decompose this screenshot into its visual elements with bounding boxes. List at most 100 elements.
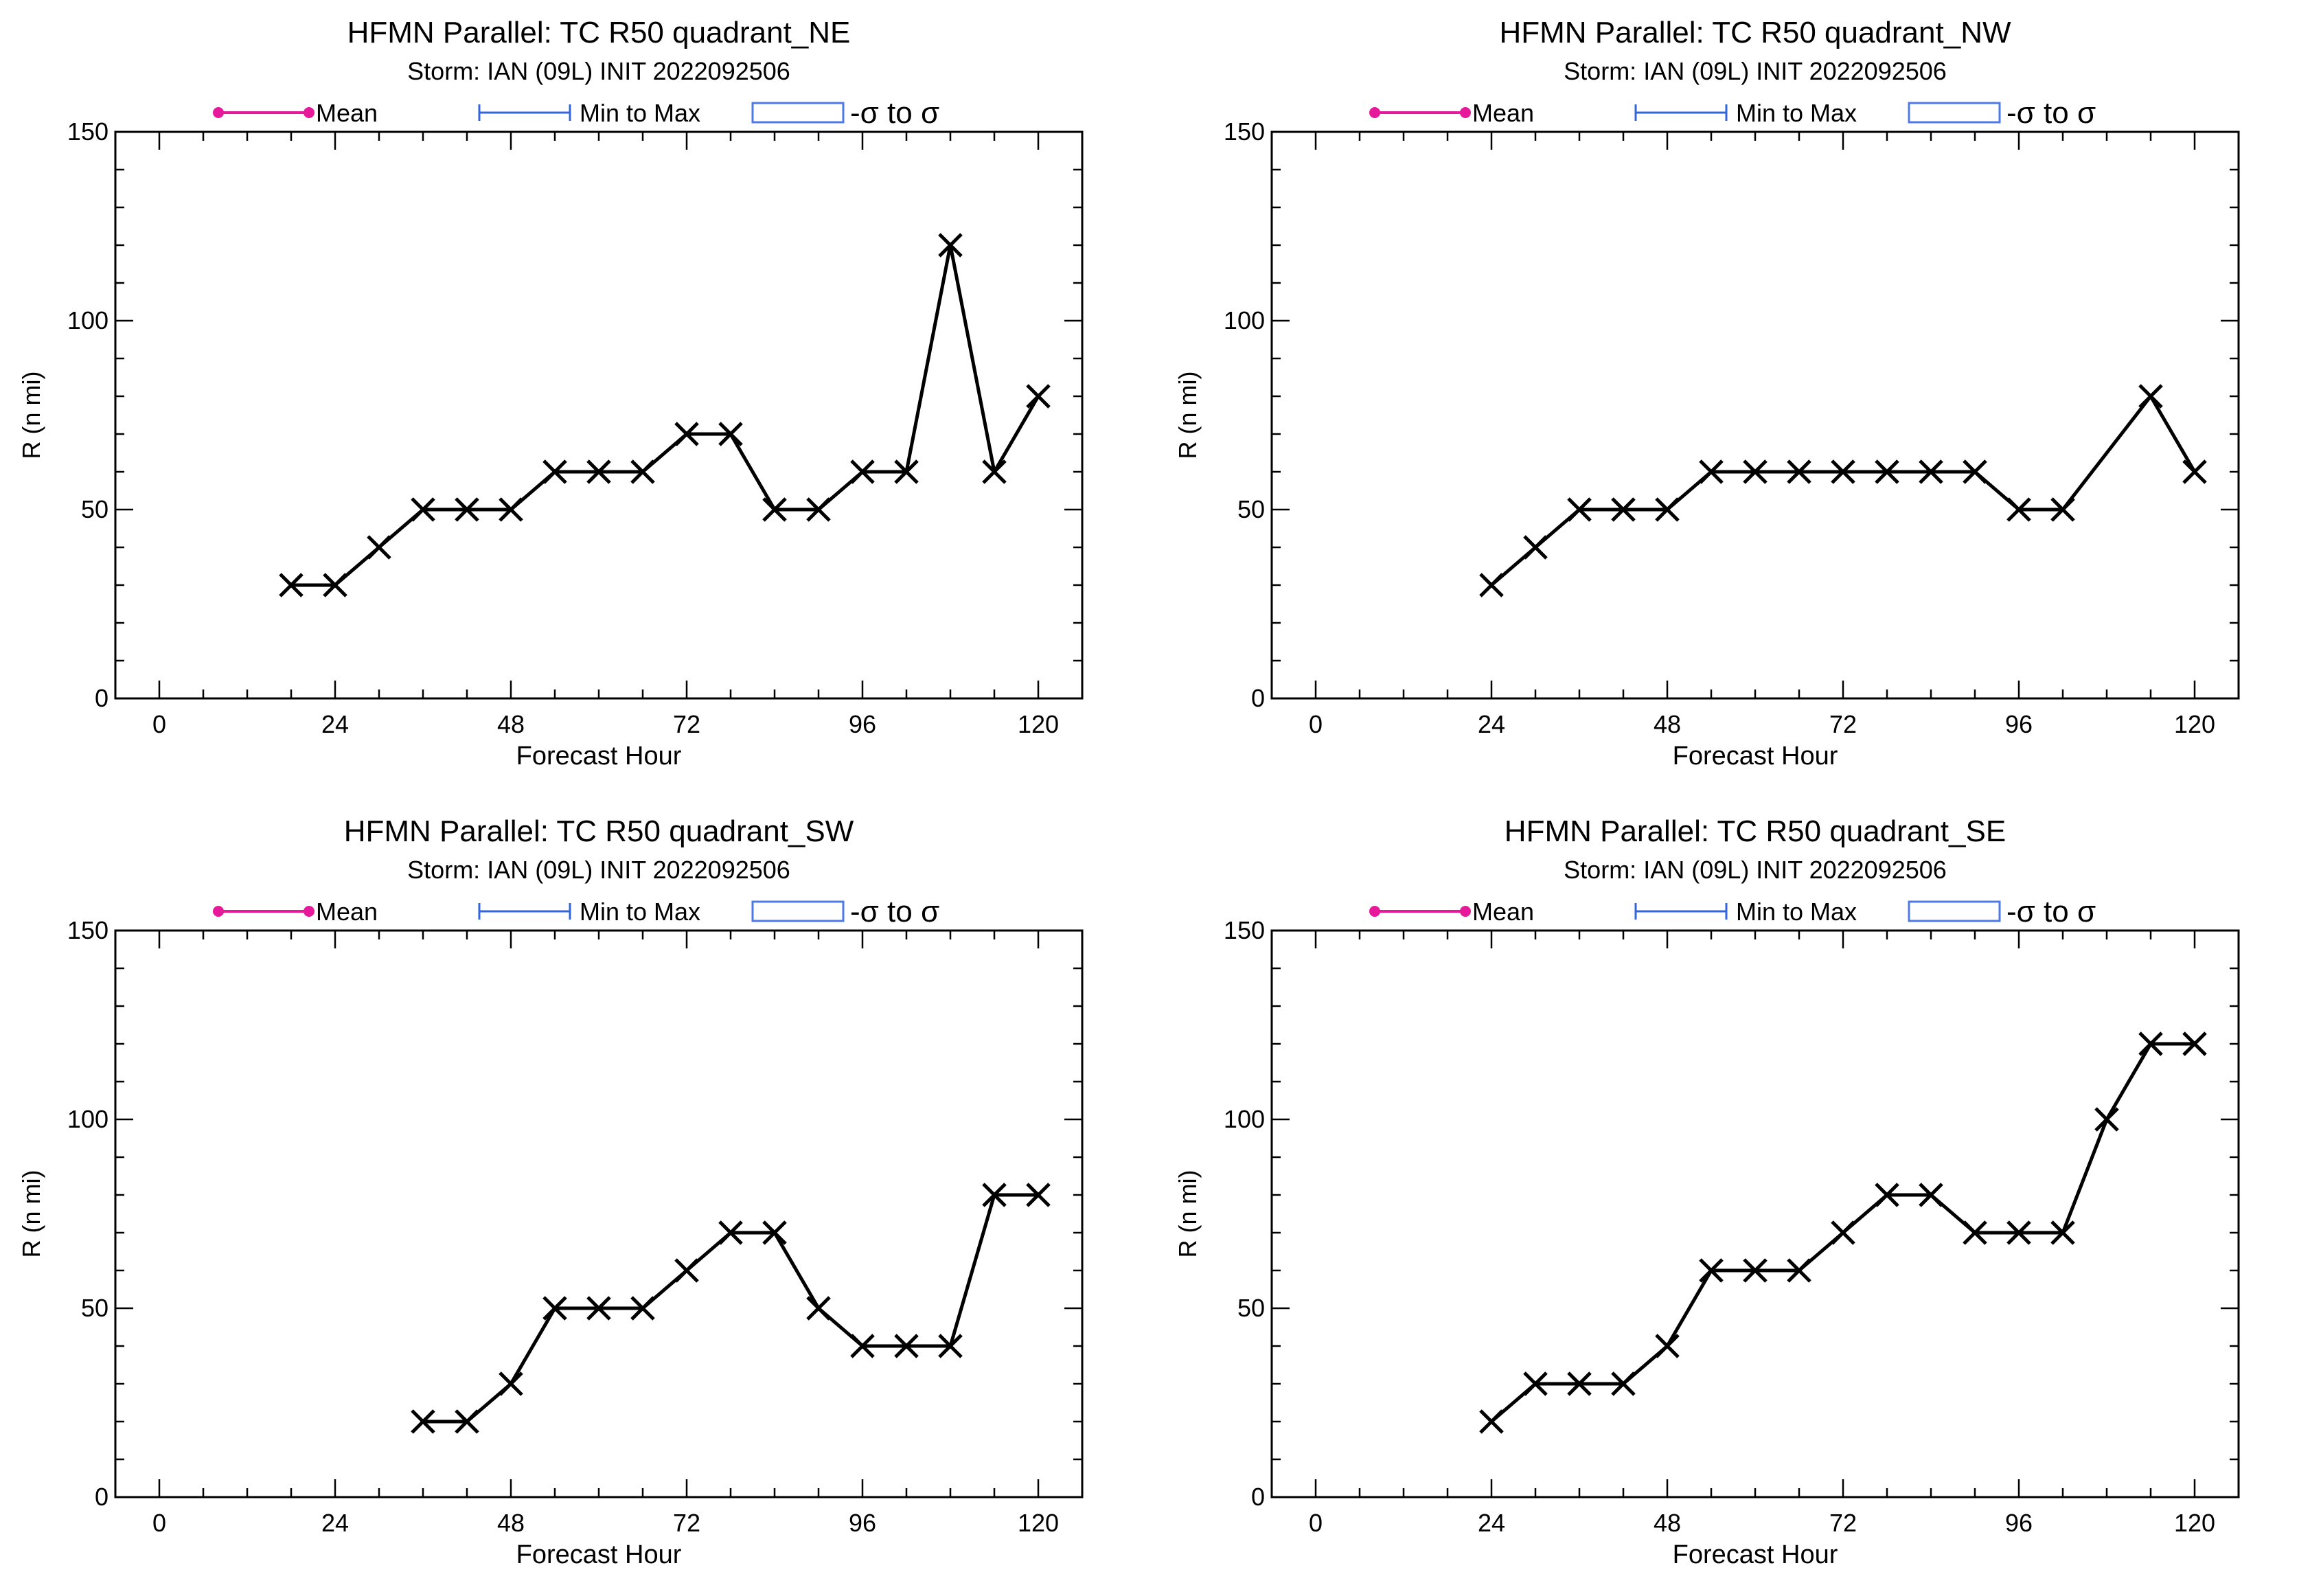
data-point-marker <box>1743 459 1768 484</box>
chart-title: HFMN Parallel: TC R50 quadrant_SW <box>344 814 854 848</box>
legend-label-min-max: Min to Max <box>580 898 700 926</box>
y-tick-label: 50 <box>81 1294 108 1322</box>
legend-label-min-max: Min to Max <box>580 99 700 127</box>
x-tick-label: 0 <box>1309 710 1323 738</box>
data-point-marker <box>718 1220 743 1245</box>
data-point-marker <box>1699 459 1724 484</box>
x-axis-label: Forecast Hour <box>516 742 682 771</box>
plot-frame <box>114 130 1084 700</box>
legend-item-sigma: -σ to σ <box>751 96 939 130</box>
y-tick-label: 50 <box>1237 1294 1265 1322</box>
data-point-marker <box>1831 459 1855 484</box>
data-point-marker <box>1743 1258 1768 1283</box>
data-point-marker <box>323 573 347 597</box>
legend-label-sigma: -σ to σ <box>2006 96 2096 130</box>
legend-item-min-max: Min to Max <box>478 99 700 127</box>
y-tick-label: 150 <box>1224 117 1265 146</box>
legend: Mean Min to Max -σ to σ <box>213 96 939 130</box>
data-point-marker <box>1611 497 1636 522</box>
x-tick-label: 24 <box>321 1509 349 1537</box>
data-point-marker <box>982 1183 1007 1207</box>
legend-item-sigma: -σ to σ <box>751 895 939 928</box>
legend: Mean Min to Max -σ to σ <box>1369 96 2096 130</box>
y-axis-label: R (n mi) <box>17 1170 45 1258</box>
data-point-marker <box>718 422 743 446</box>
data-point-marker <box>499 1371 523 1396</box>
data-point-marker <box>2050 497 2075 522</box>
y-tick-label: 0 <box>95 684 108 712</box>
chart-subtitle: Storm: IAN (09L) INIT 2022092506 <box>407 57 790 85</box>
data-point-marker <box>1479 1409 1504 1434</box>
data-point-marker <box>411 497 435 522</box>
x-tick-label: 120 <box>1018 710 1059 738</box>
x-tick-label: 96 <box>2005 1509 2033 1537</box>
chart-panel-1: HFMN Parallel: TC R50 quadrant_NE Storm: … <box>17 16 1084 771</box>
series-line <box>291 243 1040 587</box>
plot-frame <box>114 929 1084 1498</box>
data-point-marker <box>894 459 919 484</box>
data-point-marker <box>806 1296 831 1321</box>
data-point-marker <box>411 1409 435 1434</box>
data-point-marker <box>1523 535 1548 560</box>
data-point-marker <box>806 497 831 522</box>
x-axis-label: Forecast Hour <box>1673 742 1838 771</box>
legend-label-mean: Mean <box>316 898 378 926</box>
chart-subtitle: Storm: IAN (09L) INIT 2022092506 <box>1564 57 1947 85</box>
data-point-marker <box>1787 1258 1811 1283</box>
chart-panel-3: HFMN Parallel: TC R50 quadrant_SW Storm: … <box>17 814 1084 1569</box>
x-tick-label: 72 <box>1829 710 1857 738</box>
x-tick-label: 120 <box>1018 1509 1059 1537</box>
y-tick-label: 150 <box>1224 916 1265 944</box>
chart-title: HFMN Parallel: TC R50 quadrant_NW <box>1500 16 2011 49</box>
y-axis-label: R (n mi) <box>17 372 45 459</box>
data-point-marker <box>1963 459 1987 484</box>
legend-label-min-max: Min to Max <box>1736 898 1857 926</box>
x-tick-label: 96 <box>849 710 876 738</box>
y-tick-label: 100 <box>1224 306 1265 334</box>
x-tick-label: 48 <box>497 710 525 738</box>
data-point-marker <box>630 1296 655 1321</box>
y-tick-label: 0 <box>1251 684 1265 712</box>
y-tick-label: 100 <box>1224 1105 1265 1133</box>
data-point-marker <box>1699 1258 1724 1283</box>
data-point-marker <box>455 497 479 522</box>
data-point-marker <box>894 1334 919 1358</box>
data-point-marker <box>1655 497 1680 522</box>
x-tick-label: 0 <box>152 1509 166 1537</box>
legend: Mean Min to Max -σ to σ <box>213 895 939 928</box>
data-point-marker <box>674 422 699 446</box>
x-tick-label: 96 <box>2005 710 2033 738</box>
y-tick-label: 100 <box>67 306 108 334</box>
data-point-marker <box>938 1334 963 1358</box>
data-point-marker <box>2138 1031 2163 1056</box>
chart-panel-2: HFMN Parallel: TC R50 quadrant_NW Storm: … <box>1174 16 2240 771</box>
data-point-marker <box>2006 497 2031 522</box>
data-point-marker <box>982 459 1007 484</box>
data-point-marker <box>2182 459 2207 484</box>
data-point-marker <box>586 459 611 484</box>
series <box>411 1183 1051 1434</box>
legend-item-sigma: -σ to σ <box>1908 96 2096 130</box>
y-axis-label: R (n mi) <box>1174 372 1202 459</box>
data-point-marker <box>850 459 875 484</box>
x-tick-label: 0 <box>1309 1509 1323 1537</box>
series <box>1479 384 2207 597</box>
data-point-marker <box>1026 1183 1051 1207</box>
x-tick-label: 24 <box>321 710 349 738</box>
data-point-marker <box>1567 497 1592 522</box>
legend-label-mean: Mean <box>316 99 378 127</box>
x-tick-label: 48 <box>1654 1509 1681 1537</box>
data-point-marker <box>762 497 787 522</box>
x-axis-label: Forecast Hour <box>516 1540 682 1569</box>
x-tick-label: 48 <box>497 1509 525 1537</box>
data-point-marker <box>1787 459 1811 484</box>
y-tick-label: 50 <box>1237 495 1265 523</box>
plot-frame <box>1270 130 2240 700</box>
data-point-marker <box>1523 1371 1548 1396</box>
legend-item-min-max: Min to Max <box>1634 898 1857 926</box>
legend-item-mean: Mean <box>213 898 378 926</box>
data-point-marker <box>1479 573 1504 597</box>
data-point-marker <box>1875 1183 1899 1207</box>
x-tick-label: 120 <box>2174 1509 2215 1537</box>
chart-title: HFMN Parallel: TC R50 quadrant_SE <box>1505 814 2006 848</box>
